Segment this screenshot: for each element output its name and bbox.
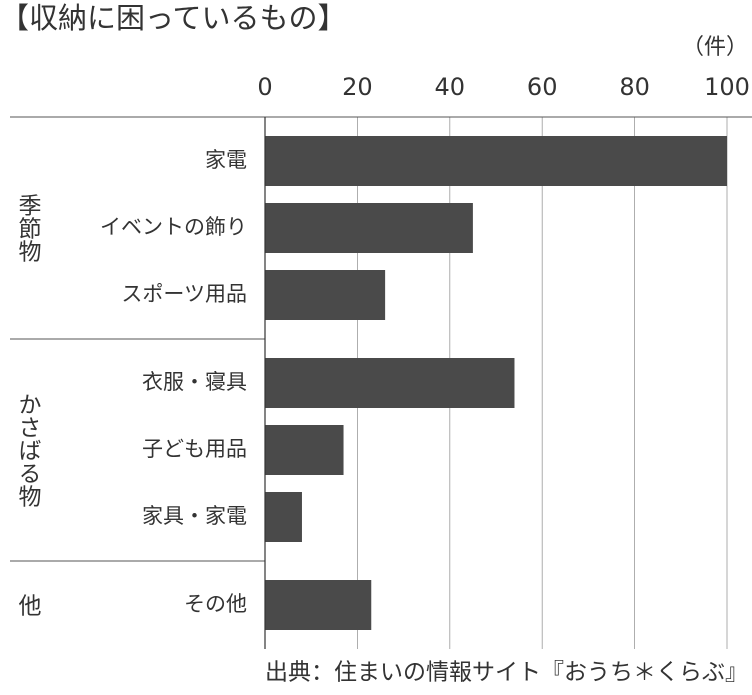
bar	[265, 358, 515, 408]
x-tick-label: 0	[257, 73, 272, 101]
y-tick-label: その他	[184, 592, 247, 616]
x-tick-label: 60	[527, 73, 558, 101]
bar	[265, 580, 372, 630]
y-tick-label: 衣服・寝具	[142, 370, 247, 394]
y-tick-label: イベントの飾り	[100, 215, 247, 239]
y-tick-label: 家具・家電	[142, 504, 247, 528]
y-tick-label: 子ども用品	[142, 437, 247, 461]
x-tick-label: 40	[435, 73, 466, 101]
source: 出典：住まいの情報サイト『おうち＊くらぶ』	[265, 660, 748, 686]
bar	[265, 203, 473, 253]
group-label: かさばる物	[14, 393, 42, 508]
group-label: 季節物	[14, 194, 42, 263]
bar	[265, 270, 386, 320]
y-tick-label: スポーツ用品	[121, 282, 247, 306]
x-tick-label: 100	[704, 73, 750, 101]
chart-title: 【収納に困っているもの】	[0, 1, 347, 35]
y-tick-label: 家電	[205, 148, 247, 172]
bar	[265, 136, 727, 186]
bar	[265, 425, 344, 475]
bar	[265, 492, 302, 542]
x-tick-label: 20	[342, 73, 373, 101]
group-label: 他	[14, 594, 42, 617]
unit-label: （件）	[682, 35, 748, 60]
x-tick-label: 80	[619, 73, 650, 101]
